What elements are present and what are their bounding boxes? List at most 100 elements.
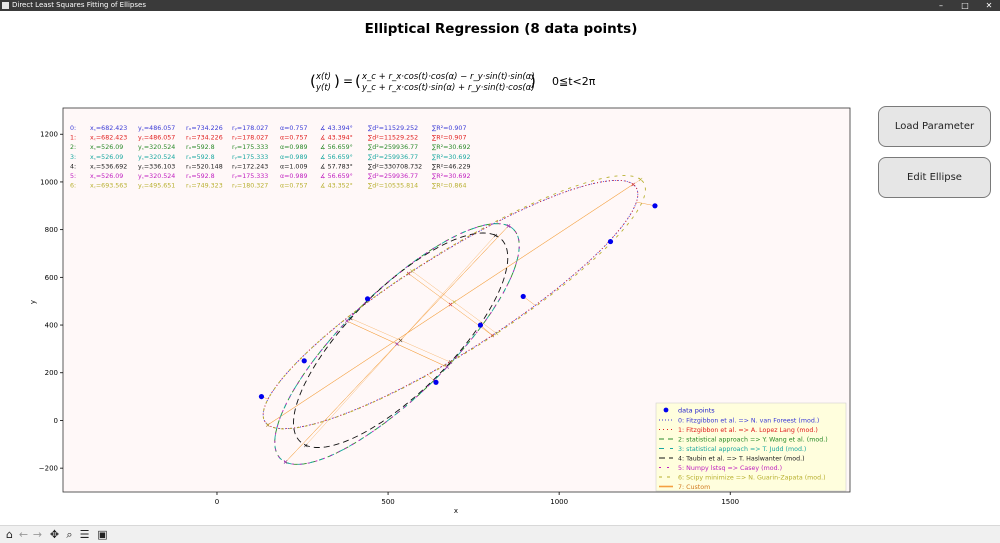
vertex-marker: ×: [283, 459, 288, 466]
vertex-marker: ×: [506, 223, 511, 230]
parameter-cell: rᵧ=178.027: [232, 125, 268, 132]
vertex-marker: ×: [394, 341, 399, 348]
close-button[interactable]: ✕: [985, 1, 993, 10]
back-icon[interactable]: ←: [18, 528, 29, 541]
legend-label: 5: Numpy lstsq => Casey (mod.): [678, 465, 782, 472]
parameter-cell: x꜀=526.09: [90, 154, 123, 161]
vertex-marker: ×: [506, 223, 511, 230]
equation-rhs-bottom: y_c + r_x·cos(t)·sin(α) + r_y·sin(t)·cos…: [361, 83, 535, 93]
vertex-marker: ×: [638, 176, 643, 183]
parameter-cell: y꜀=320.524: [138, 144, 175, 151]
vertex-marker: ×: [303, 442, 308, 449]
equation: ( x(t) y(t) ) = ( x_c + r_x·cos(t)·cos(α…: [310, 72, 596, 93]
parameter-cell: rᵧ=178.027: [232, 135, 268, 142]
plot-content: ×××××××××××××××××××××××××××××××××××: [258, 175, 658, 466]
residual-line: [480, 324, 493, 336]
equation-range: 0≦t<2π: [552, 75, 596, 88]
equation-lhs-bottom: y(t): [315, 83, 331, 93]
parameter-cell: ∡ 56.659°: [320, 143, 353, 151]
parameter-cell: 2:: [70, 144, 76, 151]
parameter-cell: 6:: [70, 183, 76, 190]
vertex-marker: ×: [445, 364, 450, 371]
vertex-marker: ×: [445, 364, 450, 371]
parameter-cell: y꜀=336.103: [138, 163, 175, 170]
parameter-cell: x꜀=536.692: [90, 163, 127, 170]
parameter-cell: rᵧ=175.333: [232, 144, 268, 151]
parameter-cell: α=0.757: [280, 125, 307, 132]
app-icon: [2, 2, 9, 9]
figure-canvas: Elliptical Regression (8 data points) ( …: [0, 11, 1000, 525]
parameter-cell: rᵧ=175.333: [232, 154, 268, 161]
edit-ellipse-button[interactable]: Edit Ellipse: [878, 157, 991, 198]
parameter-cell: ∡ 43.394°: [320, 134, 353, 142]
x-tick-label: 1000: [550, 498, 568, 506]
parameter-cell: ∑R²=46.229: [432, 163, 470, 170]
parameter-cell: ∑R²=0.907: [432, 135, 466, 142]
vertex-marker: ×: [344, 318, 349, 325]
legend-box: [655, 402, 847, 492]
data-point: [433, 379, 439, 385]
parameter-cell: α=0.989: [280, 144, 307, 151]
fit-ellipse: [262, 175, 646, 430]
save-icon[interactable]: ▣: [97, 528, 108, 541]
equation-equals: =: [343, 74, 353, 88]
parameter-cell: ∑R²=0.907: [432, 125, 466, 132]
equation-lhs-top: x(t): [315, 72, 331, 82]
data-point: [301, 358, 307, 364]
minimize-button[interactable]: –: [939, 1, 943, 10]
load-parameter-button[interactable]: Load Parameter: [878, 106, 991, 147]
parameter-cell: α=0.757: [280, 183, 307, 190]
navigation-toolbar: ⌂ ← → ✥ ⌕ ☰ ▣: [0, 525, 1000, 543]
x-tick-label: 1500: [721, 498, 739, 506]
legend-label: 7: Custom: [678, 484, 710, 491]
vertex-marker: ×: [283, 459, 288, 466]
parameter-cell: ∑d²=11529.252: [368, 135, 418, 142]
vertex-marker: ×: [265, 422, 270, 429]
y-tick-label: 1200: [40, 131, 58, 139]
y-tick-label: 200: [45, 369, 58, 377]
data-point: [520, 293, 526, 300]
maximize-button[interactable]: □: [961, 1, 969, 10]
parameter-cell: y꜀=320.524: [138, 173, 175, 180]
parameter-cell: ∑d²=259936.77: [368, 154, 418, 161]
parameter-cell: ∑d²=10535.814: [368, 183, 418, 190]
zoom-icon[interactable]: ⌕: [66, 528, 73, 541]
parameter-cell: x꜀=526.09: [90, 144, 123, 151]
y-tick-label: 0: [54, 417, 58, 425]
parameter-cell: rₓ=749.323: [186, 183, 223, 190]
x-tick-label: 500: [381, 498, 394, 506]
parameter-cell: rₓ=734.226: [186, 135, 223, 142]
vertex-marker: ×: [506, 223, 511, 230]
equation-open-paren: (: [310, 72, 316, 90]
pan-icon[interactable]: ✥: [49, 528, 60, 541]
parameter-cell: ∑R²=0.864: [432, 183, 466, 190]
vertex-marker: ×: [348, 315, 353, 322]
vertex-marker: ×: [344, 318, 349, 325]
parameter-cell: x꜀=682.423: [90, 125, 127, 132]
parameter-cell: ∡ 43.352°: [320, 182, 353, 190]
plot-clip-group: ×××××××××××××××××××××××××××××××××××: [258, 175, 658, 466]
vertex-marker: ×: [406, 271, 411, 278]
parameter-cell: ∑R²=30.692: [432, 173, 470, 180]
parameter-cell: y꜀=486.057: [138, 135, 175, 142]
equation-rhs-top: x_c + r_x·cos(t)·cos(α) − r_y·sin(t)·sin…: [361, 72, 535, 82]
parameter-cell: x꜀=682.423: [90, 135, 127, 142]
fit-ellipse: [274, 223, 520, 465]
parameter-cell: y꜀=495.651: [138, 183, 175, 190]
home-icon[interactable]: ⌂: [6, 528, 13, 541]
data-point: [607, 238, 614, 245]
legend: data points 0: Fitzgibbon et al. => N. va…: [655, 402, 847, 492]
equation-rhs-close-paren: ): [530, 72, 536, 90]
parameter-cell: ∡ 43.394°: [320, 124, 353, 132]
parameter-table: 0: x꜀=682.423 y꜀=486.057 rₓ=734.226 rᵧ=178.0…: [70, 124, 470, 190]
y-tick-label: 400: [45, 322, 58, 330]
parameter-cell: ∑R²=30.692: [432, 144, 470, 151]
y-tick-label: 1000: [40, 178, 58, 186]
legend-label: 1: Fitzgibbon et al. => A. Lopez Lang (m…: [678, 427, 818, 434]
configure-icon[interactable]: ☰: [79, 528, 90, 541]
y-tick-label: 800: [45, 226, 58, 234]
parameter-cell: 0:: [70, 125, 76, 132]
parameter-cell: x꜀=693.563: [90, 183, 127, 190]
forward-icon[interactable]: →: [32, 528, 43, 541]
vertex-marker: ×: [409, 268, 414, 275]
